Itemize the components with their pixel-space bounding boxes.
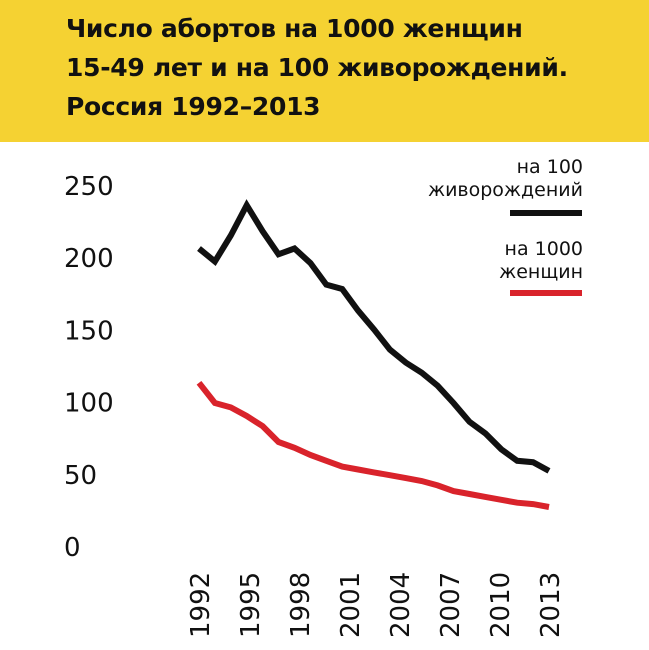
legend-women-line2: женщин — [499, 261, 583, 283]
x-tick-label: 1998 — [286, 572, 316, 638]
y-tick-label: 50 — [64, 461, 97, 491]
legend-women-line1: на 1000 — [504, 238, 583, 260]
legend-swatch-women — [510, 290, 582, 296]
legend-label-women: на 1000 женщин — [499, 238, 583, 284]
x-tick-label: 1995 — [236, 572, 266, 638]
legend-label-births: на 100 живорождений — [428, 156, 583, 202]
legend-swatch-births — [510, 210, 582, 216]
series-line-women — [196, 380, 550, 510]
y-tick-label: 150 — [64, 316, 114, 346]
y-tick-label: 250 — [64, 172, 114, 202]
chart-title-line-2: 15-49 лет и на 100 живорождений. — [66, 53, 568, 82]
x-tick-label: 2001 — [336, 572, 366, 638]
legend-births-line1: на 100 — [516, 156, 583, 178]
y-tick-label: 0 — [64, 533, 81, 563]
chart-title-line-1: Число абортов на 1000 женщин — [66, 14, 523, 43]
chart-title-line-3: Россия 1992–2013 — [66, 92, 321, 121]
x-tick-label: 2004 — [386, 572, 416, 638]
y-tick-label: 100 — [64, 389, 114, 419]
x-tick-label: 1992 — [186, 572, 216, 638]
x-tick-label: 2010 — [486, 572, 516, 638]
y-tick-label: 200 — [64, 244, 114, 274]
x-tick-label: 2007 — [436, 572, 466, 638]
x-tick-label: 2013 — [536, 572, 566, 638]
title-banner: Число абортов на 1000 женщин 15-49 лет и… — [0, 0, 649, 142]
series-line-births — [197, 199, 551, 474]
legend-births-line2: живорождений — [427, 179, 583, 201]
